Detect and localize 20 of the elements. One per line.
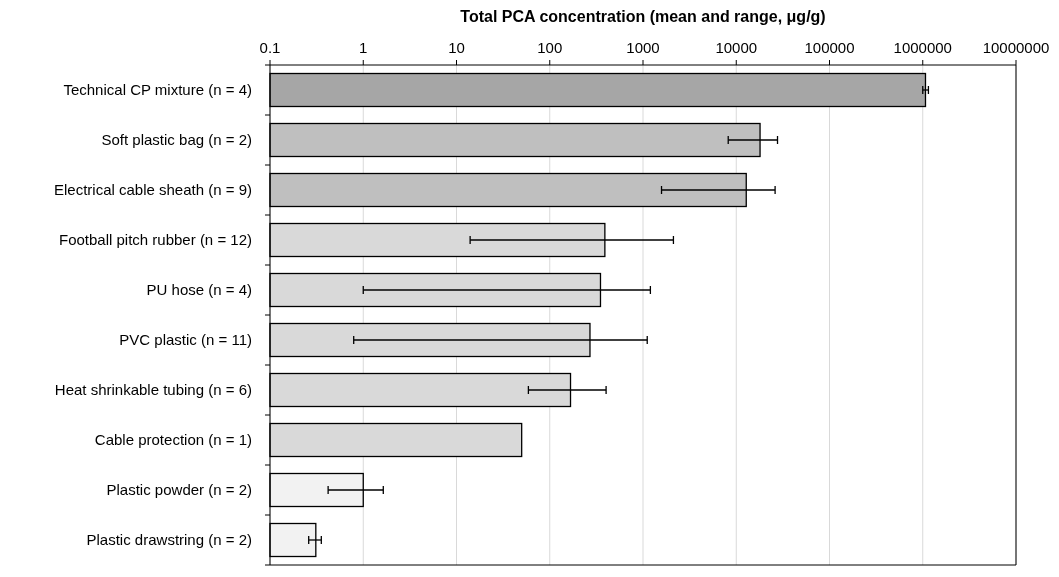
x-tick-label: 0.1 [259,39,281,56]
y-tick-label: Cable protection (n = 1) [94,431,252,449]
y-tick-label: PU hose (n = 4) [146,281,252,299]
x-tick-label: 100000 [804,39,855,56]
x-tick-label: 10000000 [982,39,1050,56]
y-tick-label: Technical CP mixture (n = 4) [63,81,252,99]
y-tick-label: Plastic drawstring (n = 2) [86,531,252,549]
y-tick-label: Soft plastic bag (n = 2) [101,131,252,149]
x-tick-label: 10000 [715,39,758,56]
y-tick-label: Plastic powder (n = 2) [106,481,252,499]
y-tick-label: Heat shrinkable tubing (n = 6) [54,381,252,399]
x-tick-label: 10 [448,39,465,56]
y-tick-label: PVC plastic (n = 11) [119,331,252,349]
x-axis-title: Total PCA concentration (mean and range, μg/g) [460,8,826,25]
x-tick-label: 1000 [626,39,660,56]
y-tick-label: Football pitch rubber (n = 12) [58,231,252,249]
x-tick-label: 1000000 [893,39,952,56]
x-tick-label: 100 [537,39,563,56]
y-tick-label: Electrical cable sheath (n = 9) [53,181,252,199]
x-tick-label: 1 [359,39,368,56]
